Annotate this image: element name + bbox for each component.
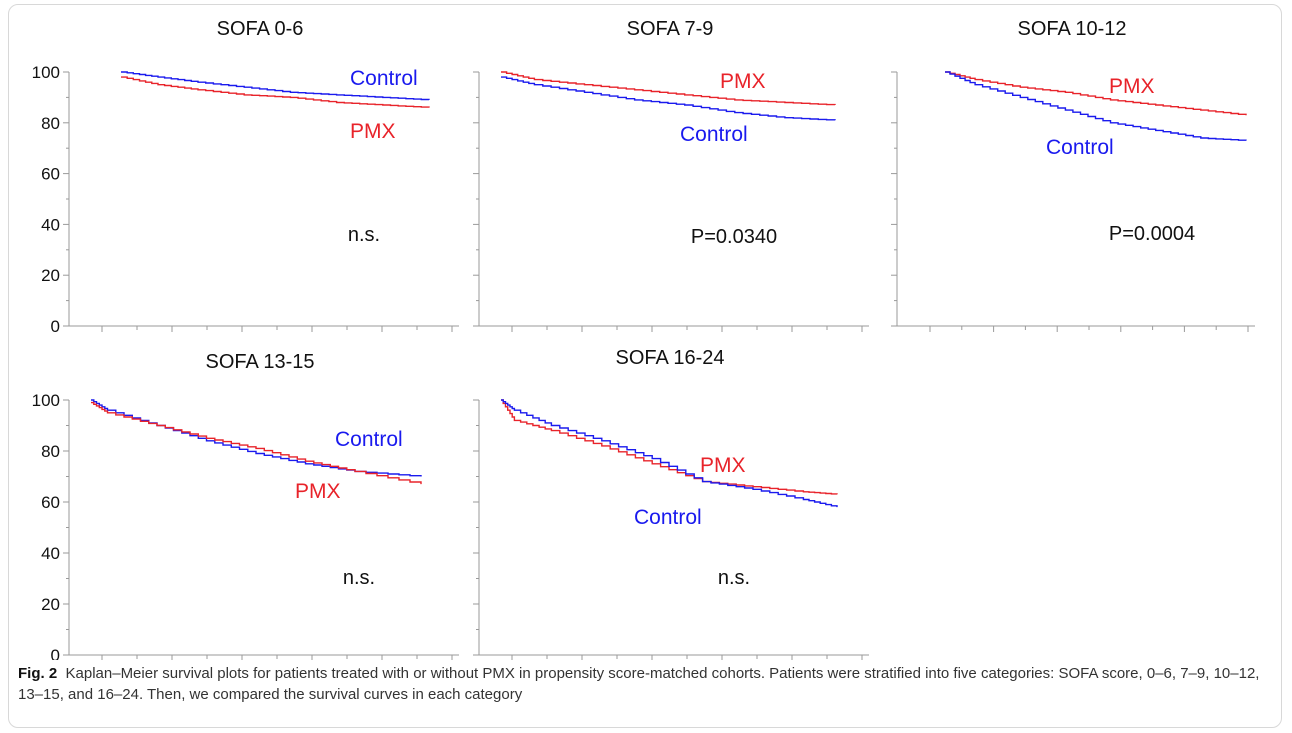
series-control-line (121, 71, 430, 101)
panel-title: SOFA 13-15 (206, 351, 315, 373)
panel-title: SOFA 7-9 (627, 18, 714, 40)
stat-label: n.s. (343, 567, 375, 589)
series-control-line (501, 76, 836, 121)
series-label-control: Control (350, 67, 418, 90)
series-label-control: Control (335, 428, 403, 451)
series-label-control: Control (634, 506, 702, 529)
km-plots: SOFA 0-6 0 20 40 60 80 100 Control PMX n.s. SOFA 7… (32, 18, 1255, 660)
y-tick-label: 60 (41, 165, 60, 184)
stat-label: n.s. (348, 224, 380, 246)
stat-label: P=0.0004 (1109, 223, 1195, 245)
stat-label: P=0.0340 (691, 226, 777, 248)
y-tick-label: 100 (32, 391, 60, 410)
series-label-control: Control (1046, 136, 1114, 159)
series-label-pmx: PMX (700, 454, 746, 477)
y-tick-label: 80 (41, 114, 60, 133)
panel-title: SOFA 10-12 (1018, 18, 1127, 40)
stat-label: n.s. (718, 567, 750, 589)
y-tick-label: 0 (51, 646, 60, 660)
series-label-pmx: PMX (350, 120, 396, 143)
y-tick-label: 40 (41, 215, 60, 234)
y-tick-label: 80 (41, 442, 60, 461)
series-label-pmx: PMX (295, 480, 341, 503)
series-pmx-line (121, 76, 430, 108)
series-control-line (945, 71, 1247, 141)
series-label-pmx: PMX (720, 70, 766, 93)
series-pmx-line (945, 71, 1247, 116)
series-pmx-line (501, 399, 838, 495)
y-tick-label: 100 (32, 63, 60, 82)
y-tick-label: 20 (41, 266, 60, 285)
series-control-line (501, 399, 838, 508)
y-tick-label: 60 (41, 493, 60, 512)
y-tick-label: 40 (41, 544, 60, 563)
series-label-pmx: PMX (1109, 75, 1155, 98)
caption-text: Kaplan–Meier survival plots for patients… (18, 665, 1260, 703)
series-label-control: Control (680, 123, 748, 146)
y-tick-label: 20 (41, 595, 60, 614)
caption-label: Fig. 2 (18, 665, 58, 682)
figure-frame (8, 4, 1282, 728)
series-pmx-line (91, 401, 422, 485)
series-pmx-line (501, 71, 836, 106)
y-tick-label: 0 (51, 317, 60, 336)
panel-title: SOFA 0-6 (217, 18, 304, 40)
panel-title: SOFA 16-24 (616, 347, 725, 369)
figure-caption: Fig. 2 Kaplan–Meier survival plots for p… (18, 663, 1280, 705)
